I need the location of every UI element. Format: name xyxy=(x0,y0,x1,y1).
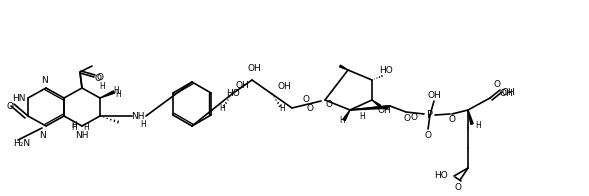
Text: OH: OH xyxy=(499,89,513,97)
Text: OH: OH xyxy=(247,64,261,73)
Text: O: O xyxy=(94,74,101,83)
Polygon shape xyxy=(100,91,114,98)
Text: HN: HN xyxy=(12,93,26,103)
Text: N: N xyxy=(41,75,47,84)
Text: H: H xyxy=(113,85,119,94)
Text: P: P xyxy=(427,110,433,120)
Text: O: O xyxy=(403,113,411,122)
Polygon shape xyxy=(468,110,473,124)
Text: N: N xyxy=(39,131,45,140)
Text: HO: HO xyxy=(434,172,448,181)
Text: H: H xyxy=(219,103,225,113)
Text: OH: OH xyxy=(277,82,291,91)
Polygon shape xyxy=(350,106,388,110)
Text: HO: HO xyxy=(379,65,393,74)
Text: HO: HO xyxy=(226,89,240,97)
Text: H: H xyxy=(83,123,89,132)
Text: H: H xyxy=(359,112,365,121)
Text: O: O xyxy=(303,94,309,103)
Polygon shape xyxy=(343,110,350,121)
Text: O: O xyxy=(6,102,14,111)
Text: O: O xyxy=(494,80,501,89)
Text: H: H xyxy=(339,115,345,124)
Polygon shape xyxy=(339,65,348,70)
Text: H: H xyxy=(71,121,77,130)
Text: H: H xyxy=(71,123,77,132)
Text: O: O xyxy=(97,73,104,82)
Text: H₂N: H₂N xyxy=(13,139,30,148)
Text: O: O xyxy=(411,113,418,122)
Text: OH: OH xyxy=(235,81,249,90)
Text: O: O xyxy=(448,114,455,123)
Text: OH: OH xyxy=(377,105,391,114)
Text: H: H xyxy=(115,90,121,99)
Polygon shape xyxy=(372,100,380,107)
Text: O: O xyxy=(326,100,333,109)
Text: OH: OH xyxy=(427,91,441,100)
Text: H: H xyxy=(279,103,285,113)
Text: H: H xyxy=(99,82,105,91)
Text: NH: NH xyxy=(131,112,145,121)
Text: O: O xyxy=(306,103,313,113)
Text: H: H xyxy=(475,122,481,131)
Text: O: O xyxy=(425,131,432,140)
Text: OH: OH xyxy=(501,87,515,96)
Text: O: O xyxy=(455,183,462,192)
Text: H: H xyxy=(140,120,146,129)
Text: NH: NH xyxy=(75,131,89,140)
